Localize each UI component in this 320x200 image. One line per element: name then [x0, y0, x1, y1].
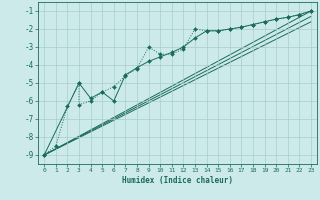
X-axis label: Humidex (Indice chaleur): Humidex (Indice chaleur)	[122, 176, 233, 185]
